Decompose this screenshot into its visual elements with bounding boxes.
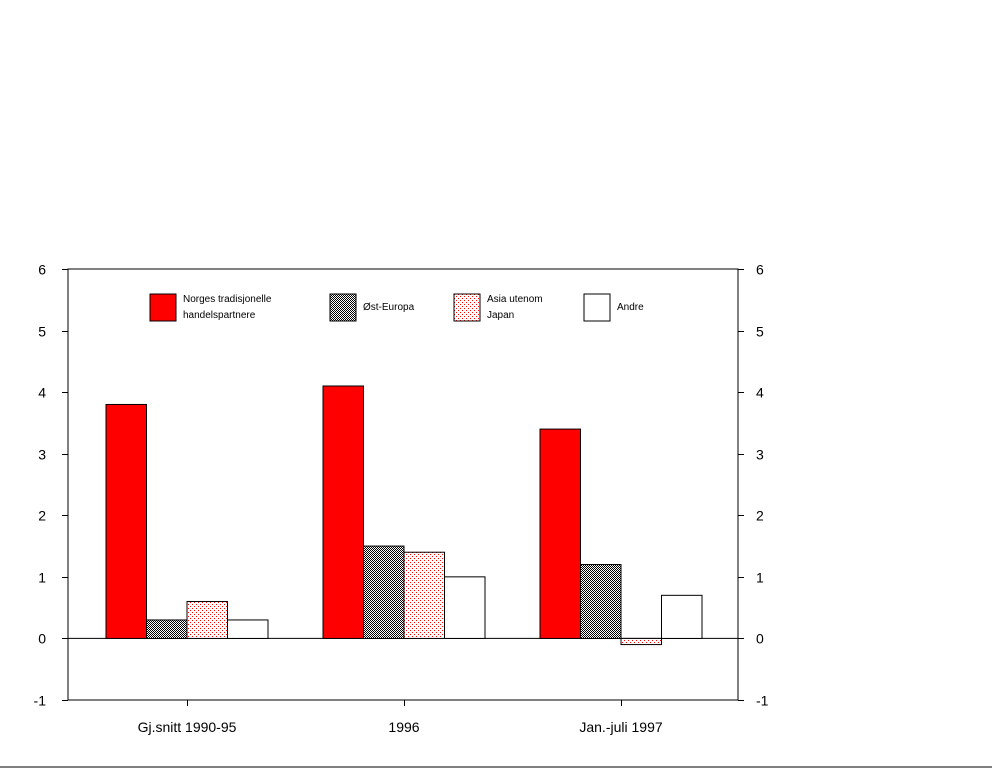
y-tick-label-right: 0 — [756, 631, 764, 647]
bar-asia-utenom-japan — [403, 551, 445, 639]
y-tick-label-right: 4 — [756, 385, 764, 401]
bar-norges-tradisjonelle-handelspartnere — [539, 428, 581, 639]
legend-swatch — [453, 293, 481, 322]
bar--st-europa — [363, 545, 405, 639]
legend: Norges tradisjonelle handelspartnere Øst-E… — [149, 293, 644, 322]
bars — [105, 385, 703, 646]
axes: -1 -1 0 0 1 1 2 2 3 3 4 4 5 5 6 6 Gj.snitt 1990-95 1996 Ja… — [34, 262, 769, 736]
y-tick-label-right: 6 — [756, 262, 764, 278]
legend-label: Norges tradisjonelle — [183, 294, 272, 305]
x-tick-label: 1996 — [388, 719, 419, 735]
bar-andre — [227, 619, 269, 639]
y-tick-label-left: 3 — [38, 447, 46, 463]
bar-andre — [661, 594, 703, 639]
bar-norges-tradisjonelle-handelspartnere — [322, 385, 364, 639]
y-tick-label-right: 5 — [756, 324, 764, 340]
y-tick-label-right: 3 — [756, 447, 764, 463]
y-tick-label-right: -1 — [756, 693, 769, 709]
bar-norges-tradisjonelle-handelspartnere — [105, 403, 147, 639]
y-tick-label-left: -1 — [34, 693, 47, 709]
bar-andre — [444, 576, 486, 639]
legend-swatch — [329, 293, 357, 322]
y-tick-label-left: 2 — [38, 508, 46, 524]
bar-asia-utenom-japan — [186, 600, 228, 639]
plot-frame — [67, 268, 739, 701]
bar--st-europa — [580, 564, 622, 639]
legend-label: Japan — [487, 310, 514, 321]
bar--st-europa — [146, 619, 188, 639]
legend-label: handelspartnere — [183, 310, 256, 321]
legend-swatch — [149, 293, 177, 322]
y-tick-label-left: 1 — [38, 570, 46, 586]
legend-label: Asia utenom — [487, 294, 543, 305]
legend-label: Andre — [617, 302, 644, 313]
legend-swatch — [583, 293, 611, 322]
x-tick-label: Gj.snitt 1990-95 — [138, 719, 237, 735]
y-tick-label-left: 6 — [38, 262, 46, 278]
y-tick-label-left: 4 — [38, 385, 46, 401]
bar-asia-utenom-japan — [620, 637, 662, 646]
x-tick-label: Jan.-juli 1997 — [579, 719, 662, 735]
y-tick-label-left: 5 — [38, 324, 46, 340]
y-tick-label-left: 0 — [38, 631, 46, 647]
legend-label: Øst-Europa — [363, 302, 415, 313]
y-tick-label-right: 1 — [756, 570, 764, 586]
y-tick-label-right: 2 — [756, 508, 764, 524]
